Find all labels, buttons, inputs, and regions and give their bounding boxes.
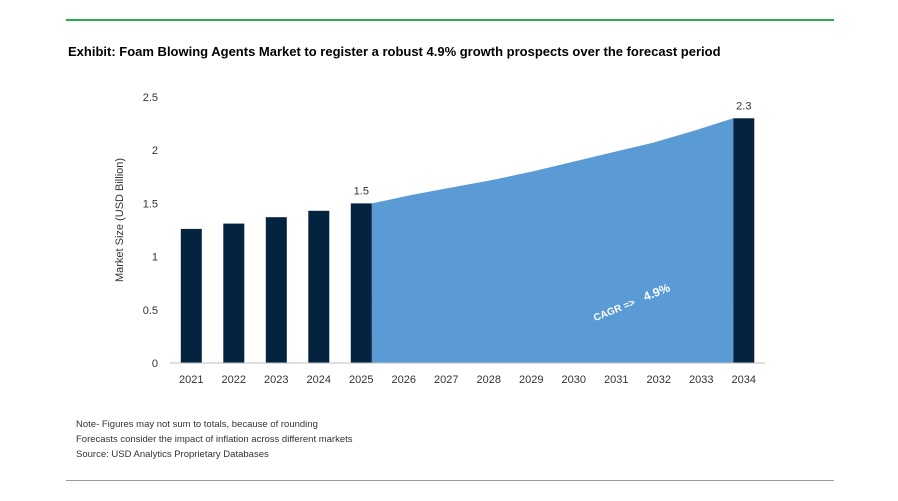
y-axis-label: Market Size (USD Billion) — [114, 158, 126, 282]
chart-notes: Note- Figures may not sum to totals, bec… — [76, 417, 353, 462]
y-tick-label: 0 — [152, 358, 158, 370]
x-tick-label: 2021 — [179, 374, 203, 386]
y-tick-label: 0.5 — [143, 305, 158, 317]
y-tick-label: 1 — [152, 252, 158, 264]
bottom-divider — [66, 480, 834, 481]
bar-2023 — [265, 217, 287, 363]
cagr-area — [371, 118, 734, 363]
y-axis-ticks: 0 0.5 1 1.5 2 2.5 — [143, 92, 158, 370]
data-label: 1.5 — [354, 185, 369, 197]
x-tick-label: 2029 — [519, 374, 543, 386]
note-inflation: Forecasts consider the impact of inflati… — [76, 434, 353, 445]
x-tick-label: 2033 — [689, 374, 713, 386]
bar-2034 — [733, 118, 755, 363]
data-labels: 1.5 2.3 — [354, 100, 752, 197]
bar-2022 — [223, 223, 245, 363]
x-tick-label: 2031 — [604, 374, 628, 386]
x-tick-label: 2028 — [477, 374, 501, 386]
x-tick-label: 2032 — [647, 374, 671, 386]
x-tick-label: 2034 — [732, 374, 756, 386]
x-tick-label: 2030 — [562, 374, 586, 386]
x-axis-ticks: 2021 2022 2023 2024 2025 2026 2027 2028 2029 2030… — [179, 374, 756, 386]
cagr-area-layer — [371, 118, 734, 363]
data-label: 2.3 — [736, 100, 751, 112]
y-tick-label: 2 — [152, 145, 158, 157]
x-tick-label: 2023 — [264, 374, 288, 386]
bar-2021 — [180, 228, 202, 363]
bar-layer — [180, 118, 755, 363]
x-tick-label: 2025 — [349, 374, 373, 386]
x-tick-label: 2027 — [434, 374, 458, 386]
bar-2025 — [350, 203, 372, 363]
top-divider — [66, 19, 834, 21]
y-tick-label: 1.5 — [143, 198, 158, 210]
y-tick-label: 2.5 — [143, 92, 158, 104]
x-tick-label: 2026 — [392, 374, 416, 386]
note-source: Source: USD Analytics Proprietary Databa… — [76, 449, 269, 460]
note-rounding: Note- Figures may not sum to totals, bec… — [76, 419, 318, 430]
x-tick-label: 2022 — [222, 374, 246, 386]
chart-title: Exhibit: Foam Blowing Agents Market to r… — [68, 44, 721, 59]
x-tick-label: 2024 — [307, 374, 331, 386]
bar-2024 — [308, 210, 330, 363]
